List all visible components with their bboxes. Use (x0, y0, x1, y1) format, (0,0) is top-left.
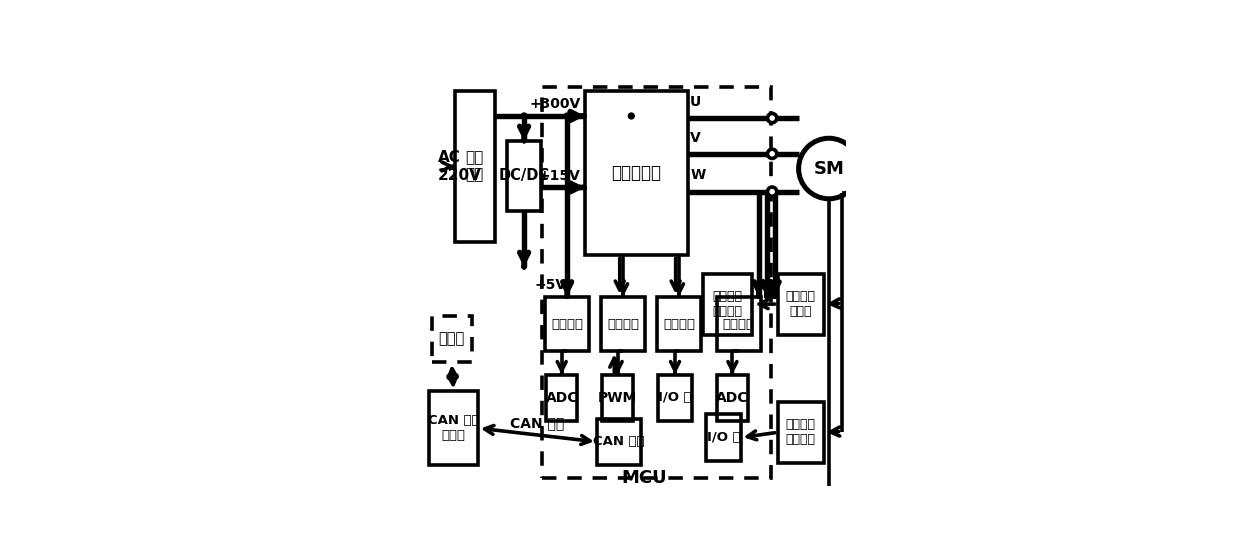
Bar (703, 274, 753, 335)
Bar (585, 91, 688, 254)
Bar (657, 375, 692, 421)
Bar (507, 141, 541, 211)
Bar (777, 402, 823, 463)
Bar (542, 86, 771, 478)
Text: 电流检测: 电流检测 (723, 318, 755, 330)
Circle shape (768, 187, 776, 196)
Text: CAN 通信
适配器: CAN 通信 适配器 (428, 414, 480, 442)
Text: I/O 口: I/O 口 (658, 391, 692, 404)
Text: 限位行程
开关检测: 限位行程 开关检测 (786, 418, 816, 446)
Text: 速度与位
置检测: 速度与位 置检测 (786, 290, 816, 318)
Bar (546, 297, 589, 352)
Text: 电压检测: 电压检测 (552, 318, 583, 330)
Text: 输入光隔: 输入光隔 (663, 318, 694, 330)
Circle shape (564, 113, 570, 119)
Circle shape (768, 114, 776, 123)
Circle shape (768, 149, 776, 158)
Bar (429, 391, 477, 465)
Text: V: V (691, 130, 701, 145)
Text: +5V: +5V (534, 278, 567, 292)
Text: ADC: ADC (546, 390, 578, 405)
Text: SM: SM (813, 159, 844, 177)
Bar (717, 375, 748, 421)
Bar (601, 375, 634, 421)
Bar (432, 316, 471, 362)
Text: W: W (691, 168, 706, 182)
Text: +300V: +300V (529, 97, 582, 111)
Circle shape (521, 113, 527, 119)
Text: AC
220V: AC 220V (438, 150, 482, 182)
Text: 上位机: 上位机 (439, 331, 465, 346)
Bar (657, 297, 701, 352)
Text: MCU: MCU (621, 470, 667, 488)
Bar (777, 274, 823, 335)
Text: 整流
滤波: 整流 滤波 (465, 150, 484, 182)
Text: U: U (691, 95, 702, 109)
Text: I/O 口: I/O 口 (707, 431, 740, 444)
Text: 逆变与驱动: 逆变与驱动 (611, 164, 662, 182)
Bar (706, 414, 740, 461)
Text: CAN 接口: CAN 接口 (593, 435, 645, 448)
Bar (596, 419, 641, 465)
Text: PWM: PWM (598, 390, 637, 405)
Text: CAN 总线: CAN 总线 (510, 416, 564, 430)
Bar (717, 297, 761, 352)
Text: +15V: +15V (539, 169, 580, 183)
Bar (601, 297, 645, 352)
Circle shape (629, 113, 634, 119)
Bar (546, 375, 578, 421)
Text: 输出光隔: 输出光隔 (608, 318, 639, 330)
Text: DC/DC: DC/DC (498, 168, 549, 183)
Bar (455, 91, 495, 242)
Text: ADC: ADC (717, 390, 749, 405)
Text: 正交编码
脉冲电路: 正交编码 脉冲电路 (713, 290, 743, 318)
